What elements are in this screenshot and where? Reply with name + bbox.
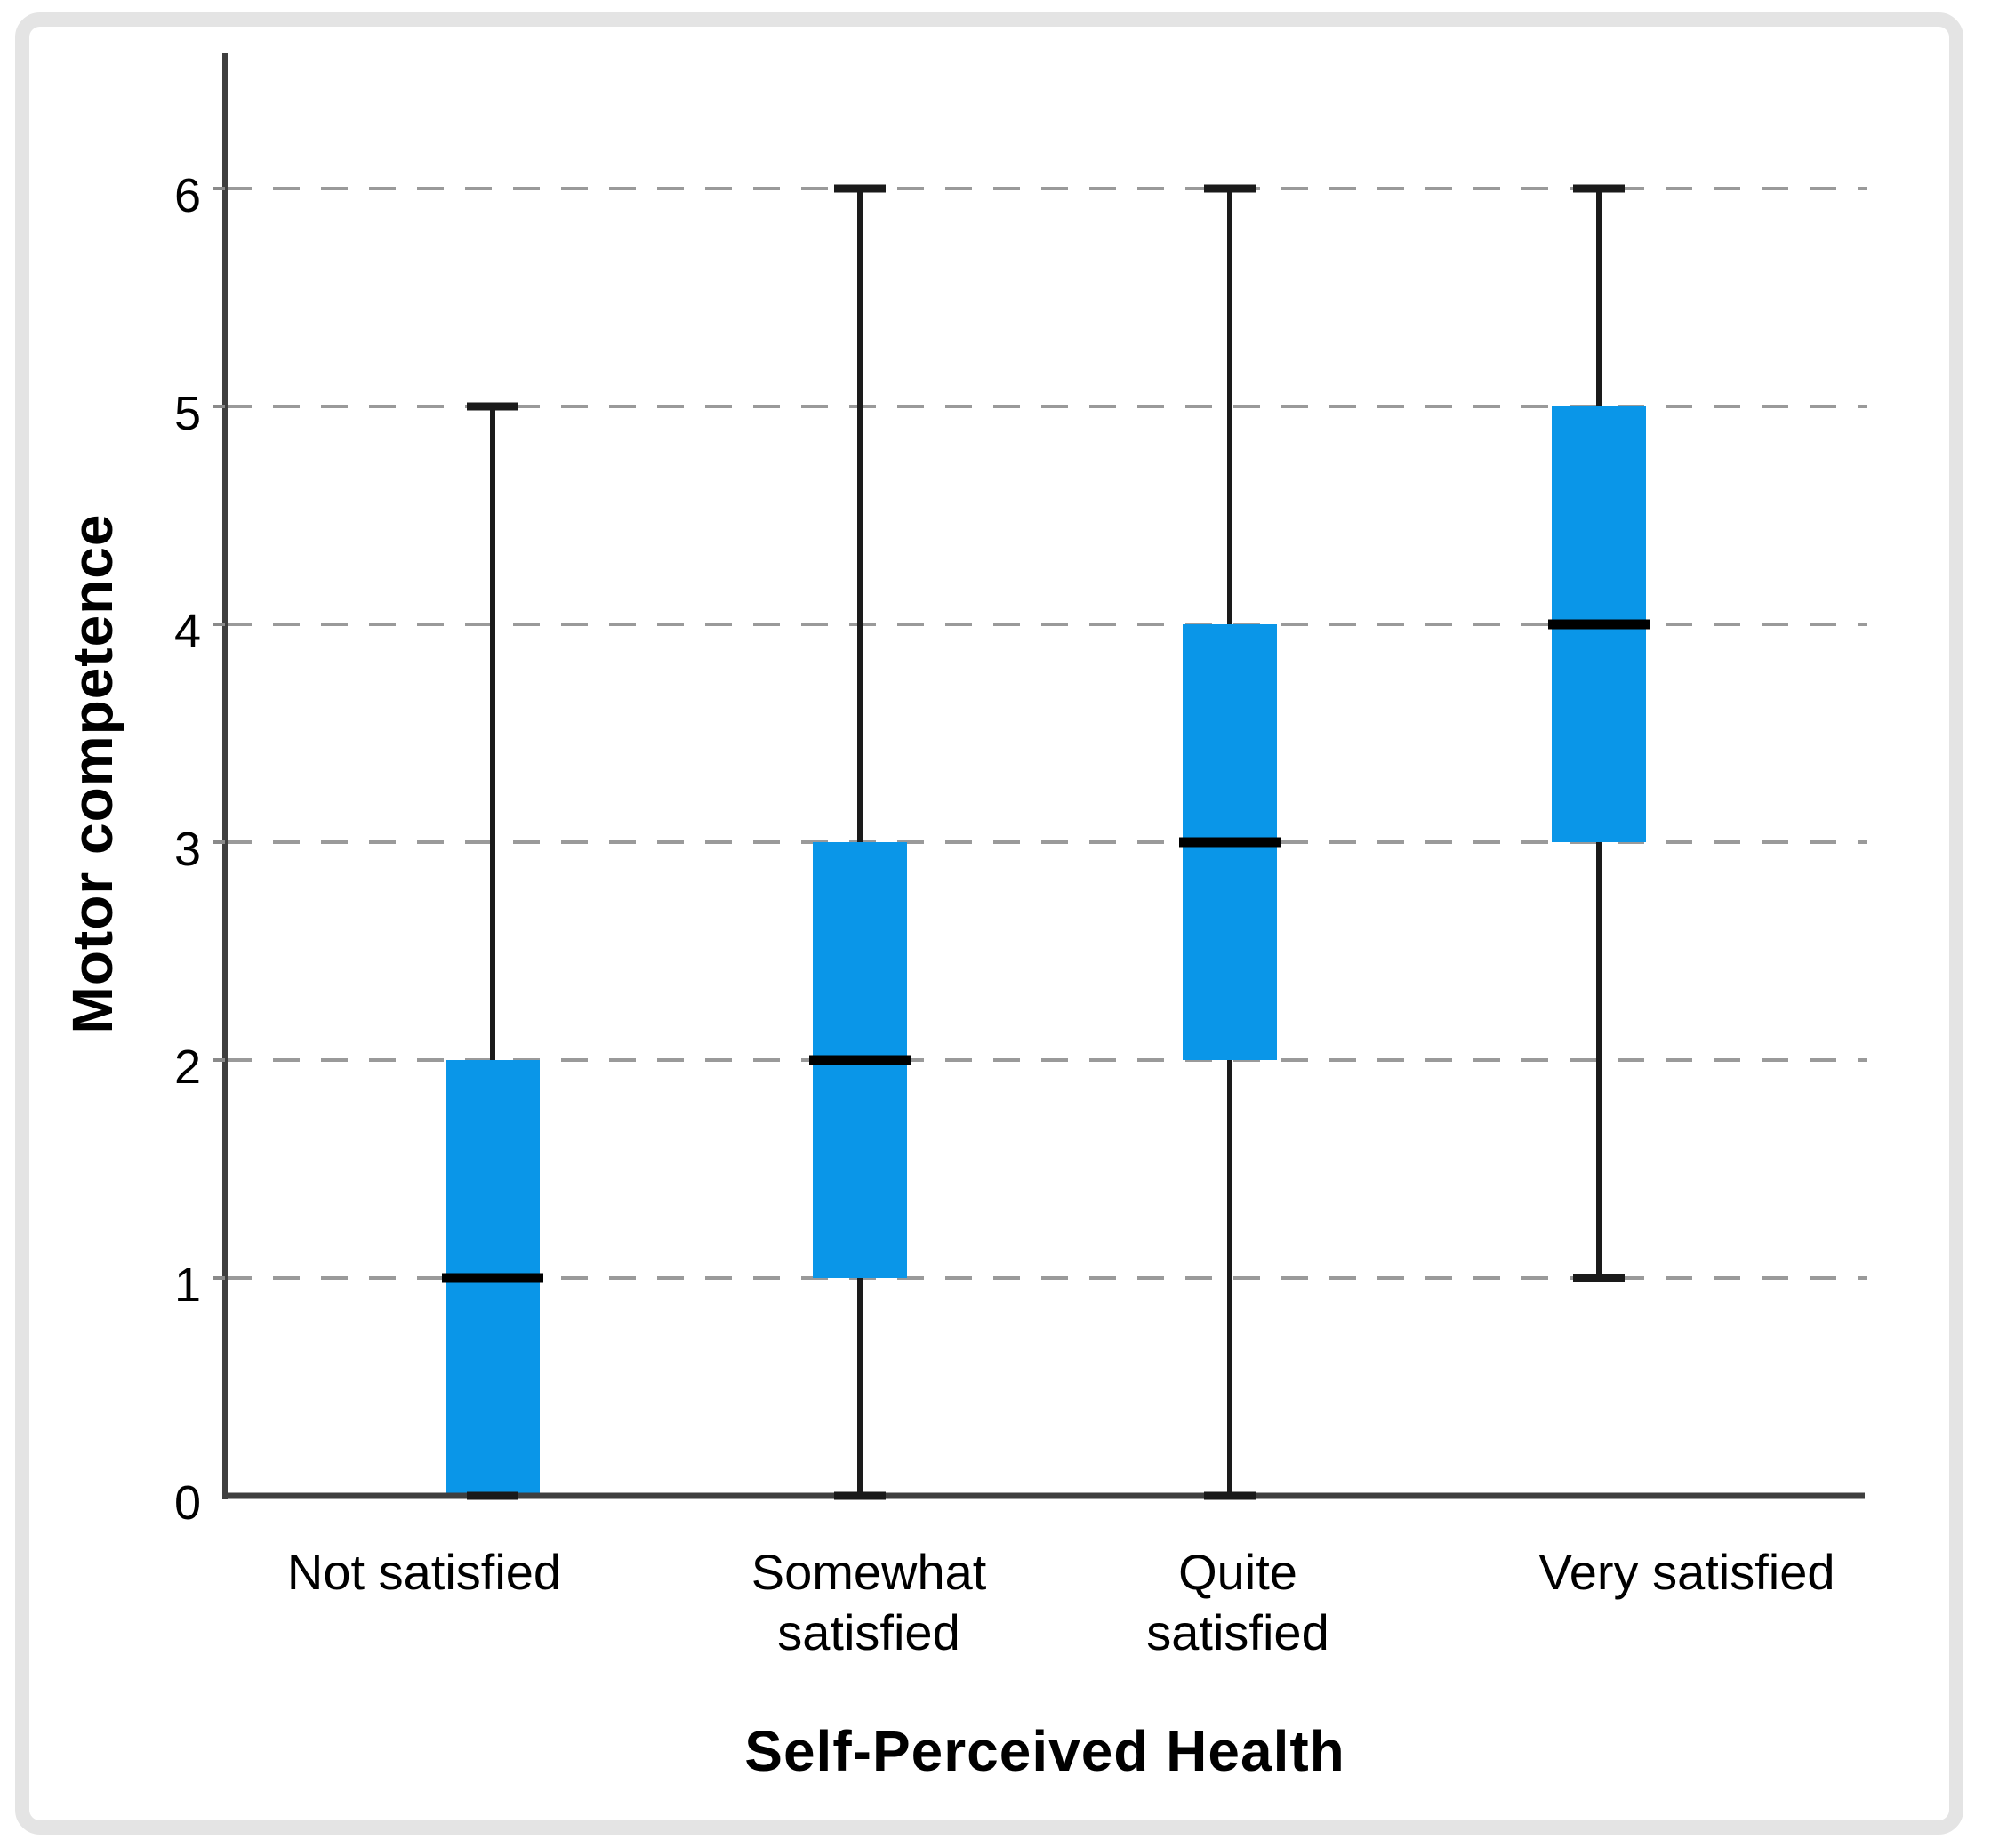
figure-frame [15,12,1963,1835]
